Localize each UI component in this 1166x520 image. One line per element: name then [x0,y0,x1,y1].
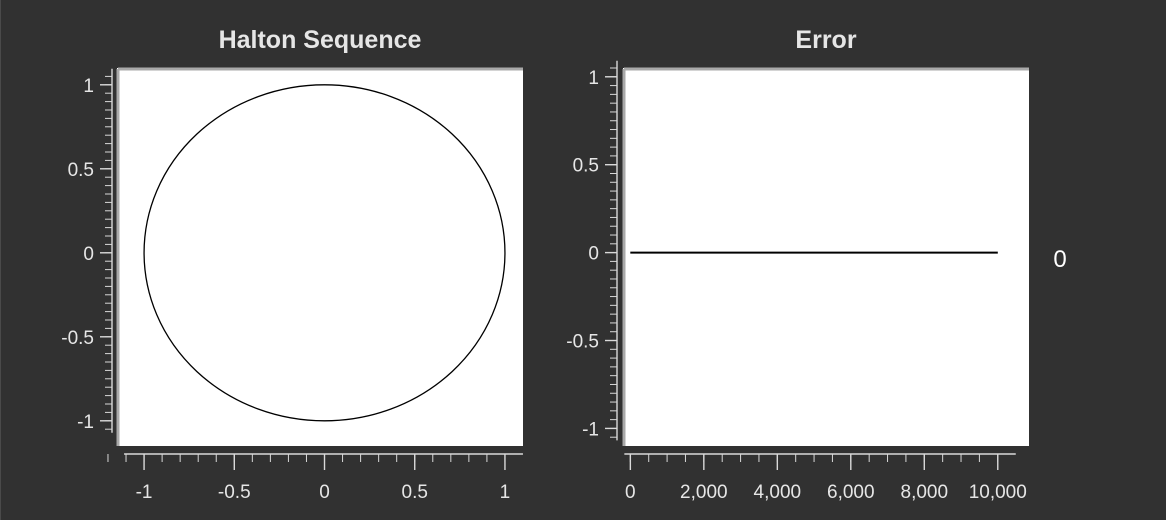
plot-area [623,68,1029,446]
y-tick-label: 0 [588,244,599,265]
y-tick-label: -1 [582,419,599,440]
y-tick-label: 0.5 [68,160,94,181]
x-tick-label: 4,000 [754,482,802,503]
x-tick-label: 6,000 [827,482,875,503]
x-tick-label: 8,000 [901,482,949,503]
error-readout: 0 [1053,246,1067,273]
window-edge [0,0,1,520]
x-tick-label: 10,000 [969,482,1027,503]
chart-title-error: Error [795,26,857,54]
plot-area [117,68,523,446]
x-tick-label: 2,000 [680,482,728,503]
y-tick-label: -0.5 [61,328,94,349]
x-tick-label: -0.5 [218,482,251,503]
x-tick-label: 0 [625,482,636,503]
x-tick-label: 1 [500,482,511,503]
y-tick-label: -1 [77,412,94,433]
series-circle [143,84,506,422]
y-tick-label: 0 [83,244,94,265]
error-chart: 1 0.5 0 -0.5 -1 0 2,000 4,000 6,000 8,000 10,000 [566,60,1029,503]
y-tick-label: -0.5 [566,332,599,353]
chart-title-halton: Halton Sequence [218,26,422,54]
x-tick-label: 0 [319,482,330,503]
x-tick-label: -1 [136,482,153,503]
x-tick-label: 0.5 [402,482,428,503]
y-tick-label: 1 [83,76,94,97]
y-tick-label: 1 [588,68,599,89]
y-tick-label: 0.5 [573,156,599,177]
halton-chart: 1 0.5 0 -0.5 -1 -1 -0.5 0 0.5 1 [61,67,523,503]
